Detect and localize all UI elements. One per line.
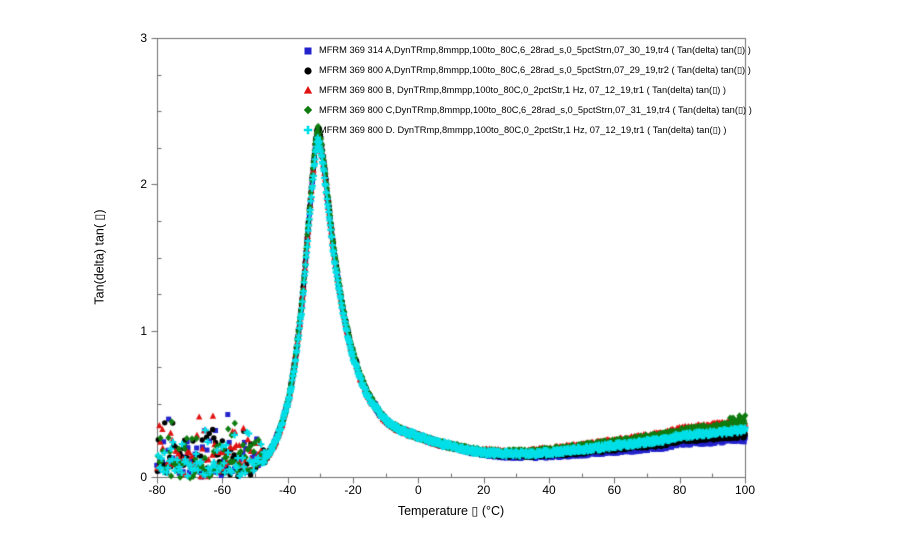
x-tick-label: 80: [672, 483, 687, 497]
y-axis-title: Tan(delta) tan( ▯): [92, 209, 107, 305]
legend-label: MFRM 369 800 B, DynTRmp,8mmpp,100to_80C,…: [319, 84, 726, 95]
x-tick-label: -60: [213, 483, 231, 497]
x-tick-label: -40: [278, 483, 297, 497]
legend: MFRM 369 314 A,DynTRmp,8mmpp,100to_80C,6…: [303, 41, 752, 140]
x-tick-label: 20: [476, 483, 491, 497]
legend-label: MFRM 369 314 A,DynTRmp,8mmpp,100to_80C,6…: [319, 45, 751, 56]
legend-item: MFRM 369 800 B, DynTRmp,8mmpp,100to_80C,…: [303, 81, 752, 101]
plus-marker-icon: [303, 125, 313, 135]
x-tick-label: -80: [148, 483, 166, 497]
square-marker-icon: [303, 46, 313, 56]
x-tick-label: -20: [344, 483, 362, 497]
legend-label: MFRM 369 800 C,DynTRmp,8mmpp,100to_80C,6…: [319, 104, 752, 115]
legend-item: MFRM 369 800 D. DynTRmp,8mmpp,100to_80C,…: [303, 120, 752, 140]
x-tick-label: 60: [607, 483, 622, 497]
circle-marker-icon: [303, 66, 313, 76]
y-tick-label: 1: [140, 323, 147, 338]
legend-item: MFRM 369 800 A,DynTRmp,8mmpp,100to_80C,6…: [303, 61, 752, 81]
legend-item: MFRM 369 314 A,DynTRmp,8mmpp,100to_80C,6…: [303, 41, 752, 61]
y-tick-label: 3: [140, 31, 147, 45]
x-tick-label: 100: [734, 483, 756, 497]
x-tick-label: 40: [542, 483, 556, 497]
triangle-marker-icon: [303, 85, 313, 95]
y-tick-label: 2: [140, 177, 147, 192]
legend-label: MFRM 369 800 A,DynTRmp,8mmpp,100to_80C,6…: [319, 65, 751, 76]
diamond-marker-icon: [303, 105, 313, 115]
legend-label: MFRM 369 800 D. DynTRmp,8mmpp,100to_80C,…: [319, 124, 727, 135]
x-axis-title: Temperature ▯ (°C): [397, 504, 505, 518]
y-tick-label: 0: [140, 470, 147, 484]
legend-item: MFRM 369 800 C,DynTRmp,8mmpp,100to_80C,6…: [303, 100, 752, 120]
x-tick-label: 0: [414, 483, 422, 497]
